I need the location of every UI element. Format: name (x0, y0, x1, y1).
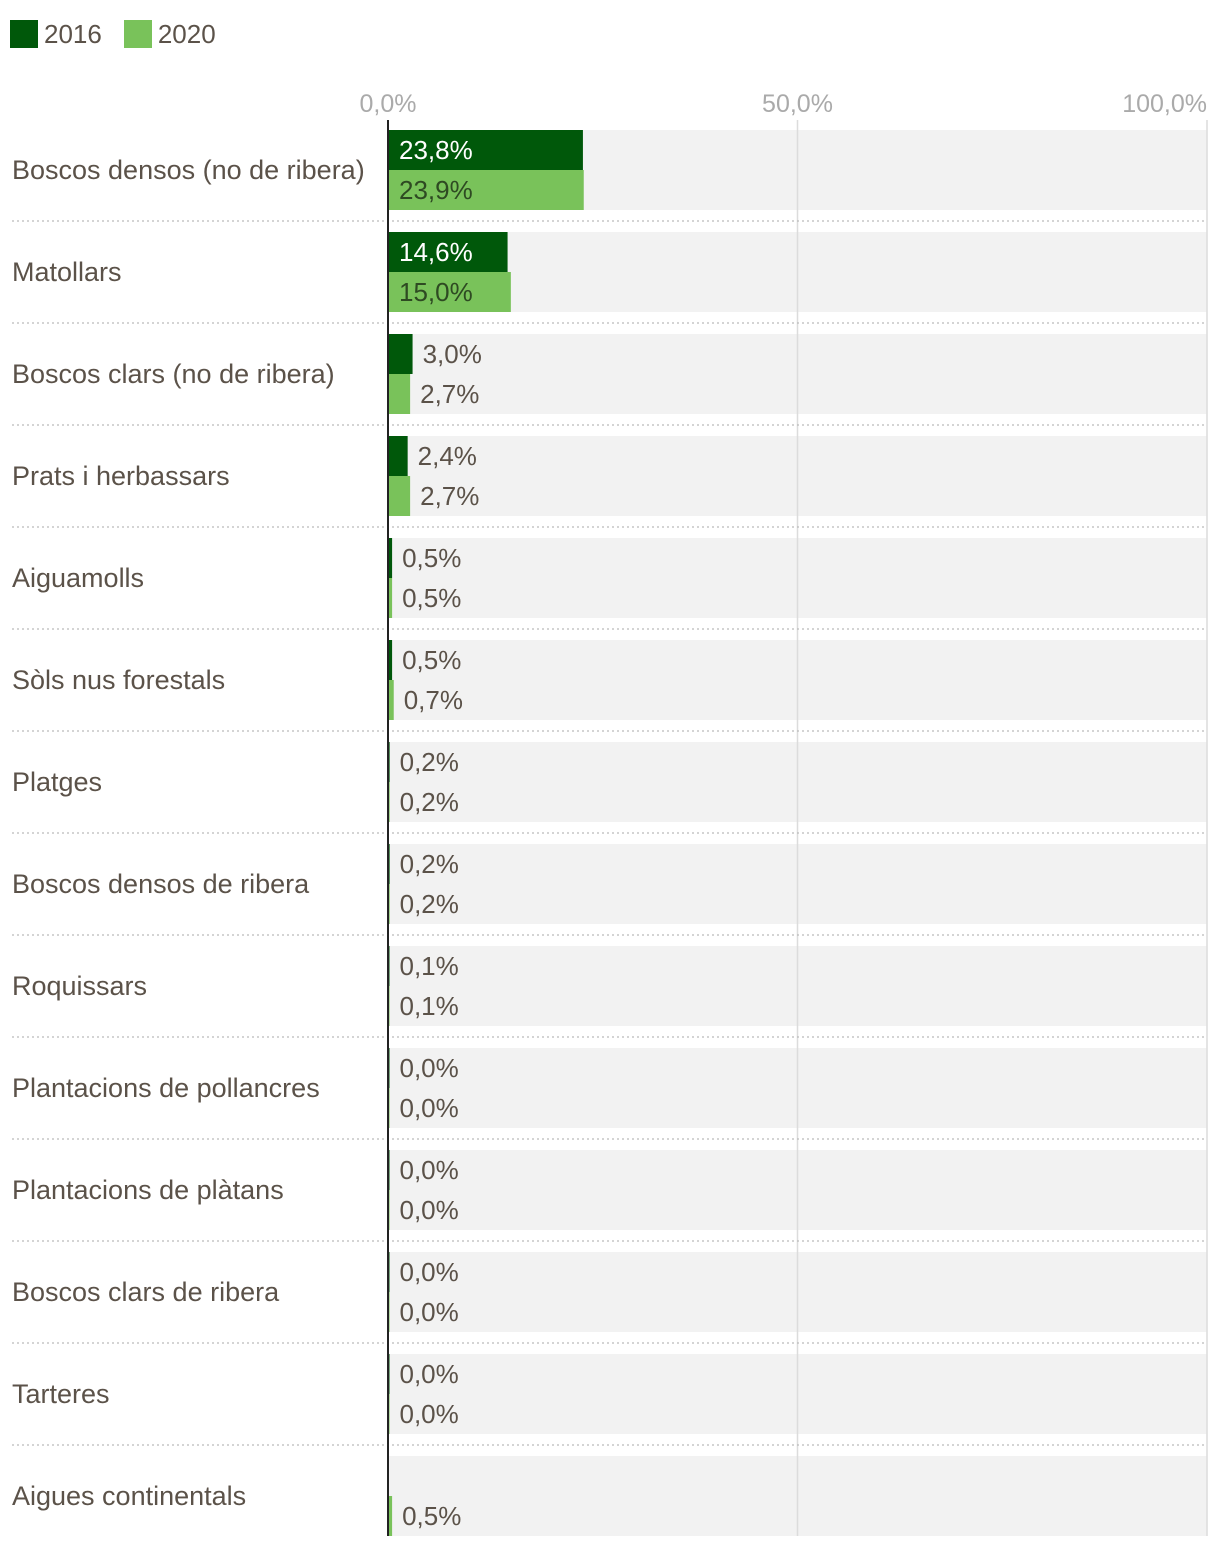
value-label: 0,2% (400, 889, 459, 919)
value-label: 0,5% (402, 1501, 461, 1531)
category-label: Aigues continentals (12, 1481, 246, 1511)
value-label: 2,7% (420, 379, 479, 409)
category-label: Platges (12, 767, 102, 797)
bar-2020 (388, 1496, 393, 1536)
category-label: Boscos clars de ribera (12, 1277, 280, 1307)
value-label: 0,5% (402, 543, 461, 573)
bar-2016 (388, 232, 508, 272)
value-label: 0,0% (400, 1093, 459, 1123)
value-label: 0,2% (400, 787, 459, 817)
category-label: Prats i herbassars (12, 461, 230, 491)
bar-2020 (388, 578, 393, 618)
legend-swatch (123, 20, 152, 48)
value-label: 15,0% (399, 277, 473, 307)
value-label: 0,0% (400, 1359, 459, 1389)
value-label: 0,2% (400, 747, 459, 777)
value-label: 0,5% (402, 583, 461, 613)
value-label: 0,0% (400, 1257, 459, 1287)
category-label: Matollars (12, 257, 122, 287)
value-label: 0,7% (404, 685, 463, 715)
value-label: 2,7% (420, 481, 479, 511)
x-tick-label: 0,0% (360, 90, 417, 118)
bar-2016 (388, 130, 583, 170)
bar-2016 (388, 334, 413, 374)
bar-2020 (388, 680, 394, 720)
bar-2016 (388, 640, 393, 680)
category-label: Boscos densos (no de ribera) (12, 155, 365, 185)
value-label: 0,0% (400, 1053, 459, 1083)
x-tick-label: 100,0% (1122, 90, 1207, 118)
value-label: 0,0% (400, 1155, 459, 1185)
value-label: 0,0% (400, 1399, 459, 1429)
value-label: 2,4% (418, 441, 477, 471)
legend: 2016 2020 (10, 18, 238, 50)
value-label: 14,6% (399, 237, 473, 267)
category-label: Boscos clars (no de ribera) (12, 359, 335, 389)
value-label: 23,9% (399, 175, 473, 205)
value-label: 0,2% (400, 849, 459, 879)
category-label: Boscos densos de ribera (12, 869, 310, 899)
value-label: 0,1% (400, 991, 459, 1021)
category-label: Roquissars (12, 971, 147, 1001)
legend-label: 2016 (44, 18, 102, 49)
value-label: 0,0% (400, 1195, 459, 1225)
legend-label: 2020 (157, 18, 216, 49)
category-label: Aiguamolls (12, 563, 144, 593)
bar-2016 (388, 538, 393, 578)
bar-2020 (388, 374, 411, 414)
value-label: 0,0% (400, 1297, 459, 1327)
legend-item-2016: 2016 (10, 19, 102, 50)
legend-item-2020: 2020 (123, 18, 216, 50)
value-label: 23,8% (399, 135, 473, 165)
bar-2020 (388, 476, 411, 516)
value-label: 3,0% (423, 339, 482, 369)
category-label: Sòls nus forestals (12, 665, 225, 695)
bar-2020 (388, 170, 584, 210)
bar-2016 (388, 436, 408, 476)
x-tick-label: 50,0% (762, 90, 833, 118)
bar-2020 (388, 272, 511, 312)
legend-swatch (10, 20, 38, 48)
category-label: Tarteres (12, 1379, 110, 1409)
category-label: Plantacions de pollancres (12, 1073, 320, 1103)
category-label: Plantacions de plàtans (12, 1175, 284, 1205)
value-label: 0,1% (400, 951, 459, 981)
value-label: 0,5% (402, 645, 461, 675)
